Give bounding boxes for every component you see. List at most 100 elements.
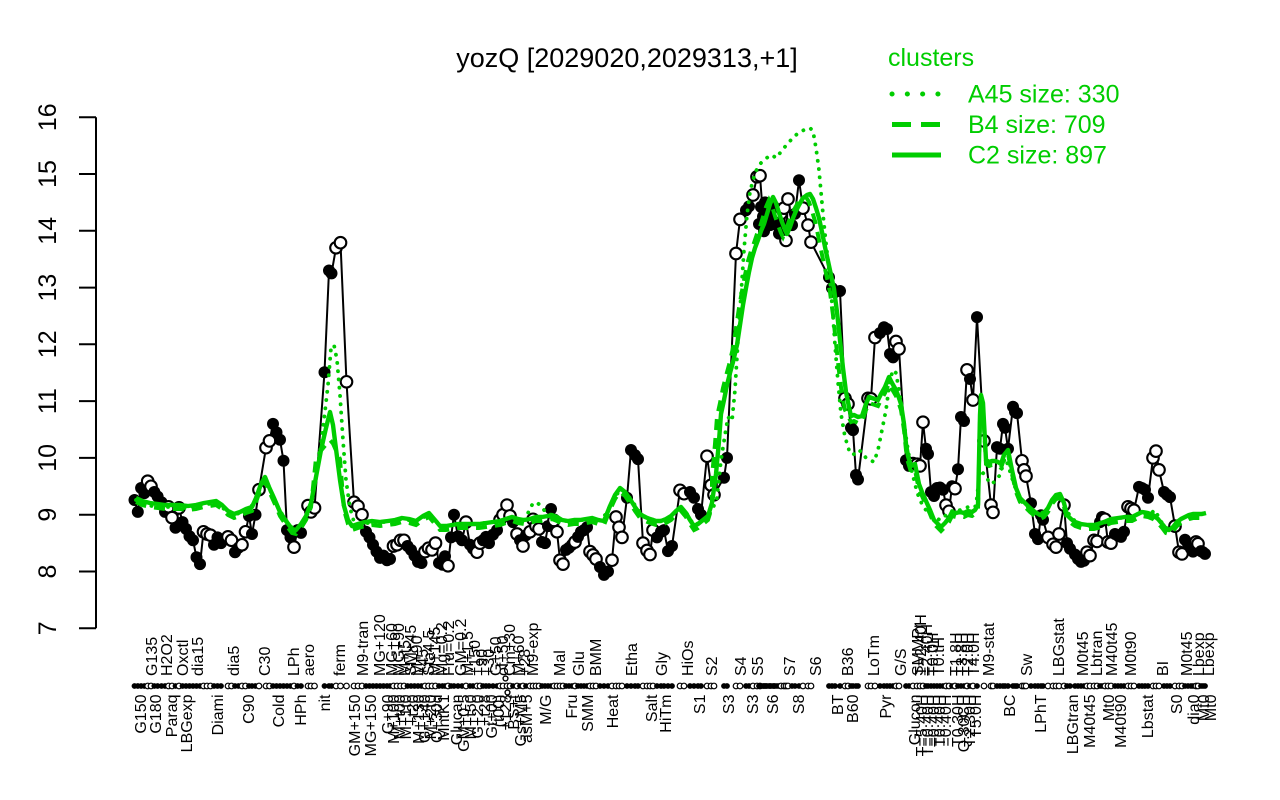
svg-text:dia15: dia15	[190, 637, 207, 676]
svg-text:S0: S0	[1169, 694, 1186, 714]
svg-text:B36: B36	[840, 647, 857, 676]
svg-text:+30: +30	[481, 649, 498, 676]
svg-text:S5: S5	[750, 656, 767, 676]
svg-text:T5.0H: T5.0H	[968, 695, 985, 739]
svg-text:S6: S6	[765, 694, 782, 714]
svg-text:Oxctl: Oxctl	[175, 640, 192, 676]
svg-text:T3.8H: T3.8H	[954, 632, 971, 676]
svg-text:+150: +150	[467, 640, 484, 676]
svg-text:M+145: M+145	[427, 627, 444, 676]
svg-text:S8: S8	[791, 694, 808, 714]
svg-text:HPh: HPh	[293, 695, 310, 726]
svg-text:M+2t0: M+2t0	[423, 694, 440, 739]
svg-text:Lbexp: Lbexp	[1201, 632, 1218, 676]
svg-text:=2.40H: =2.40H	[919, 624, 936, 676]
svg-text:GM+0.5: GM+0.5	[456, 694, 473, 751]
svg-text:asM+5: asM+5	[519, 694, 536, 743]
svg-text:T1.8H: T1.8H	[948, 632, 965, 676]
svg-text:HiTm: HiTm	[658, 695, 675, 733]
svg-text:(t00): (t00)	[491, 695, 508, 728]
svg-text:aero: aero	[301, 644, 318, 676]
svg-text:11: 11	[34, 388, 62, 414]
svg-text:G/S: G/S	[893, 648, 910, 676]
svg-text:M+t00: M+t00	[392, 694, 409, 739]
svg-text:Diami: Diami	[210, 695, 227, 736]
svg-text:A45 size: 330: A45 size: 330	[968, 81, 1120, 109]
svg-text:12: 12	[34, 330, 62, 358]
svg-text:T=0.40H: T=0.40H	[920, 695, 937, 757]
svg-text:BT: BT	[830, 694, 847, 715]
svg-text:Glucon: Glucon	[907, 695, 924, 746]
svg-text:M+60: M+60	[511, 635, 528, 676]
svg-text:G135: G135	[144, 637, 161, 676]
svg-text:LPhT: LPhT	[1033, 694, 1050, 732]
svg-text:+45: +45	[415, 649, 432, 676]
svg-text:Cm+30: Cm+30	[502, 624, 519, 676]
svg-text:G180: G180	[148, 694, 165, 733]
svg-text:M0t90: M0t90	[1123, 631, 1140, 676]
svg-text:M+t50: M+t50	[463, 694, 480, 739]
svg-text:ferm: ferm	[332, 644, 349, 676]
svg-text:M+t5: M+t5	[397, 640, 414, 676]
svg-text:M+1t0: M+1t0	[398, 694, 415, 739]
svg-text:LBGtran: LBGtran	[1065, 695, 1082, 755]
svg-text:M/G: M/G	[538, 695, 555, 725]
svg-text:T0.0H: T0.0H	[925, 632, 942, 676]
svg-text:M+100: M+100	[386, 694, 403, 743]
svg-text:T0.40H: T0.40H	[932, 695, 949, 747]
svg-text:S4: S4	[733, 656, 750, 676]
svg-text:16: 16	[34, 103, 62, 131]
svg-text:+90: +90	[474, 649, 491, 676]
svg-text:MG+90: MG+90	[391, 623, 408, 676]
svg-text:Paraq: Paraq	[164, 695, 181, 738]
svg-text:G150: G150	[133, 694, 150, 733]
svg-text:GM+150: GM+150	[347, 694, 364, 756]
svg-text:T=5.40H: T=5.40H	[914, 695, 931, 757]
svg-text:MG+150: MG+150	[363, 694, 380, 756]
svg-text:T2.0H: T2.0H	[960, 632, 977, 676]
svg-text:M40t45: M40t45	[1082, 694, 1099, 747]
svg-text:Mg=0.2: Mg=0.2	[434, 622, 451, 676]
svg-text:7: 7	[34, 621, 62, 635]
svg-text:MG+60: MG+60	[384, 623, 401, 676]
svg-text:yozQ [2029020,2029313,+1]: yozQ [2029020,2029313,+1]	[456, 43, 798, 73]
svg-text:LBGexp: LBGexp	[179, 694, 196, 752]
svg-text:Gt+00: Gt+00	[484, 694, 501, 738]
svg-text:BI: BI	[1155, 661, 1172, 676]
svg-text:+t20: +t20	[405, 694, 422, 726]
svg-text:C2 size: 897: C2 size: 897	[968, 142, 1107, 170]
svg-text:nit: nit	[317, 694, 334, 711]
svg-text:of+50: of+50	[495, 635, 512, 676]
svg-text:+t28: +t28	[477, 694, 494, 726]
svg-text:HiOs: HiOs	[680, 640, 697, 676]
svg-text:M+1.5: M+1.5	[460, 631, 477, 676]
svg-text:G+140: G+140	[417, 694, 434, 743]
svg-text:Salt: Salt	[644, 694, 661, 722]
svg-text:M+130: M+130	[411, 694, 428, 743]
svg-text:Pyr: Pyr	[878, 694, 895, 719]
svg-text:Lbstat: Lbstat	[1140, 694, 1157, 738]
svg-text:LPh: LPh	[286, 648, 303, 676]
svg-text:=0.40H: =0.40H	[926, 695, 943, 747]
svg-text:B4 size: 709: B4 size: 709	[968, 111, 1106, 139]
svg-text:M9-stat: M9-stat	[981, 622, 998, 676]
svg-text:BS+t: BS+t	[506, 694, 523, 730]
svg-text:M9-tran: M9-tran	[355, 621, 372, 676]
svg-text:M0t45: M0t45	[1179, 631, 1196, 676]
svg-text:C90: C90	[241, 694, 258, 723]
svg-text:clusters: clusters	[888, 44, 974, 72]
svg-text:Heat: Heat	[605, 694, 622, 728]
svg-text:Sta4.5: Sta4.5	[421, 630, 438, 676]
svg-text:T=2.40H: T=2.40H	[913, 614, 930, 676]
svg-text:M0t45: M0t45	[1075, 631, 1092, 676]
svg-text:G+2.0: G+2.0	[470, 694, 487, 738]
svg-text:10: 10	[34, 444, 62, 472]
svg-text:Q.30CH: Q.30CH	[956, 695, 973, 753]
svg-text:S1: S1	[692, 694, 709, 714]
svg-text:dia5: dia5	[226, 646, 243, 676]
svg-text:S2: S2	[704, 656, 721, 676]
svg-text:M40t90: M40t90	[1113, 694, 1130, 747]
svg-text:S6: S6	[808, 656, 825, 676]
svg-text:GM=0.2: GM=0.2	[453, 619, 470, 676]
svg-text:M9-exp: M9-exp	[525, 623, 542, 676]
